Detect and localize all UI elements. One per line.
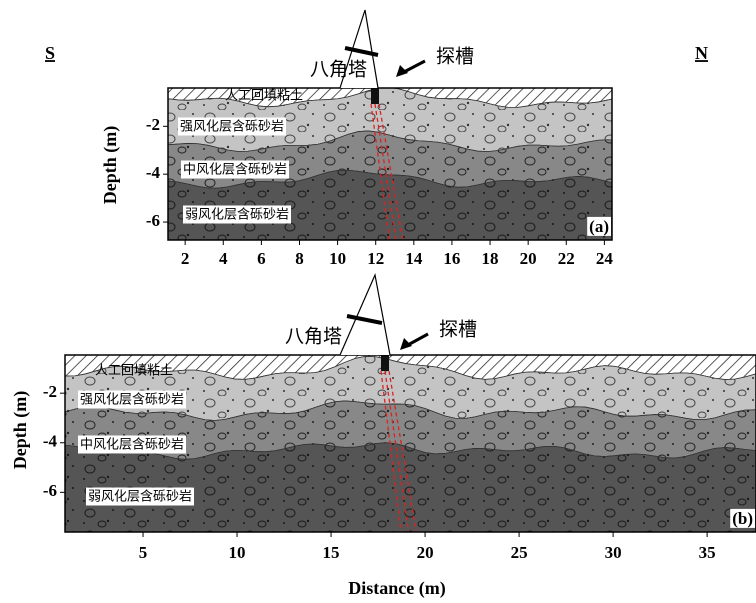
y-tick-label: -2	[43, 382, 57, 401]
trench-line	[370, 103, 391, 240]
label-bg	[730, 508, 755, 528]
x-tick-label: 10	[329, 249, 346, 268]
x-tick-label: 20	[417, 543, 434, 562]
trench-line	[380, 370, 402, 532]
y-tick-label: -6	[43, 481, 57, 500]
layer-label: 人工回填粘土	[225, 89, 303, 104]
plot-frame	[64, 354, 756, 533]
south-label: S	[45, 43, 55, 63]
x-tick-label: 8	[295, 249, 304, 268]
tower-bar	[344, 46, 379, 57]
label-bg	[181, 160, 290, 179]
label-bg	[86, 487, 195, 506]
tower	[339, 272, 391, 356]
x-tick-label: 22	[558, 249, 575, 268]
label-bg	[78, 435, 187, 454]
x-tick-label: 2	[181, 249, 190, 268]
trench-label: 探槽	[436, 46, 474, 68]
label-bg	[183, 205, 292, 224]
arrow-head	[400, 338, 412, 350]
x-tick-label: 6	[257, 249, 266, 268]
y-tick-label: -4	[146, 163, 161, 182]
plot-frame	[167, 87, 613, 241]
trench	[381, 355, 389, 371]
panel-label: (b)	[732, 509, 753, 528]
tower-label: 八角塔	[285, 326, 342, 348]
tower-bar	[346, 314, 383, 325]
layer-label: 强风化层含砾砂岩	[80, 392, 184, 408]
layer-label: 强风化层含砾砂岩	[180, 119, 284, 135]
x-tick-label: 14	[405, 249, 423, 268]
layer-label: 弱风化层含砾砂岩	[185, 207, 289, 223]
section	[65, 355, 756, 532]
x-tick-label: 4	[219, 249, 228, 268]
trench-line	[378, 103, 404, 240]
y-axis-label: Depth (m)	[10, 391, 31, 470]
label-bg	[78, 390, 187, 409]
x-tick-label: 35	[699, 543, 716, 562]
x-tick-label: 30	[605, 543, 622, 562]
x-tick-label: 24	[596, 249, 614, 268]
arrow-head	[396, 65, 408, 77]
label-bg	[587, 216, 611, 236]
layer-label: 弱风化层含砾砂岩	[88, 489, 192, 505]
trench-label: 探槽	[439, 319, 477, 341]
layer-label: 中风化层含砾砂岩	[80, 437, 184, 453]
label-bg	[178, 117, 287, 136]
x-tick-label: 10	[229, 543, 246, 562]
x-tick-label: 15	[323, 543, 340, 562]
layer-label: 人工回填粘土	[95, 364, 173, 379]
x-tick-label: 18	[482, 249, 499, 268]
tower-label: 八角塔	[310, 59, 367, 81]
x-tick-label: 5	[139, 543, 148, 562]
rock-layer	[65, 442, 756, 532]
y-axis-label: Depth (m)	[100, 126, 121, 205]
panel-label: (a)	[589, 217, 609, 236]
x-tick-label: 12	[367, 249, 384, 268]
x-tick-label: 25	[511, 543, 528, 562]
y-tick-label: -4	[43, 432, 58, 451]
north-label: N	[695, 43, 708, 63]
x-tick-label: 16	[443, 249, 460, 268]
x-axis-label: Distance (m)	[348, 578, 445, 599]
trench	[371, 88, 379, 104]
y-tick-label: -2	[146, 115, 160, 134]
trench-line	[374, 103, 397, 240]
y-tick-label: -6	[146, 211, 160, 230]
trench-line	[384, 370, 410, 532]
trench-line	[388, 370, 417, 532]
layer-label: 中风化层含砾砂岩	[183, 162, 287, 178]
x-tick-label: 20	[520, 249, 537, 268]
